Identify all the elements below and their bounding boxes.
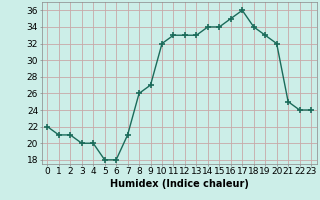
- X-axis label: Humidex (Indice chaleur): Humidex (Indice chaleur): [110, 179, 249, 189]
